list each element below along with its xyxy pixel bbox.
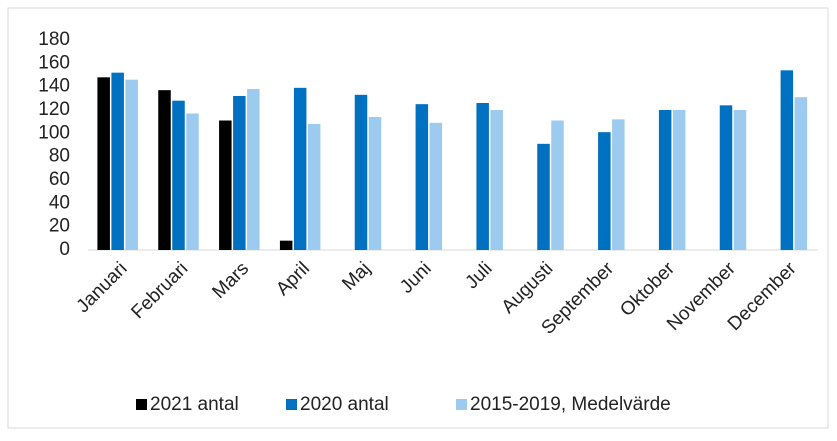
- bar: [612, 119, 625, 250]
- legend-label: 2021 antal: [150, 394, 239, 415]
- y-tick-label: 20: [49, 216, 70, 237]
- bar: [551, 120, 564, 250]
- bar: [672, 110, 686, 250]
- bar: [247, 89, 260, 250]
- bar: [233, 96, 246, 250]
- bar: [490, 110, 503, 250]
- y-tick-label: 40: [49, 192, 70, 213]
- legend-label: 2015-2019, Medelvärde: [470, 394, 671, 415]
- bar: [429, 122, 443, 250]
- bar: [307, 124, 321, 250]
- bar: [125, 79, 138, 251]
- y-tick-label: 160: [38, 52, 70, 73]
- legend-label: 2020 antal: [300, 394, 389, 415]
- y-tick-label: 0: [59, 239, 70, 260]
- bar: [598, 132, 611, 250]
- bar: [733, 110, 747, 250]
- bar: [354, 94, 368, 250]
- y-tick-label: 100: [38, 122, 70, 143]
- bar: [780, 70, 794, 250]
- bar: [172, 100, 185, 251]
- bar: [111, 72, 124, 251]
- bar: [293, 87, 307, 250]
- y-tick-label: 80: [49, 146, 70, 167]
- bar: [658, 110, 672, 250]
- bar: [186, 113, 199, 250]
- bar: [415, 104, 429, 251]
- y-tick-label: 60: [49, 169, 70, 190]
- bar: [537, 143, 550, 250]
- legend-swatch: [456, 399, 467, 410]
- bar: [794, 97, 808, 251]
- y-tick-label: 140: [38, 76, 70, 97]
- y-tick-label: 180: [38, 29, 70, 50]
- bar: [158, 90, 171, 251]
- bar: [279, 240, 293, 250]
- bar: [476, 103, 489, 250]
- y-tick-label: 120: [38, 99, 70, 120]
- bar: [97, 77, 110, 250]
- bar: [368, 117, 382, 250]
- bar: [719, 105, 733, 250]
- bar: [219, 120, 232, 250]
- legend-swatch: [286, 399, 297, 410]
- legend-swatch: [136, 399, 147, 410]
